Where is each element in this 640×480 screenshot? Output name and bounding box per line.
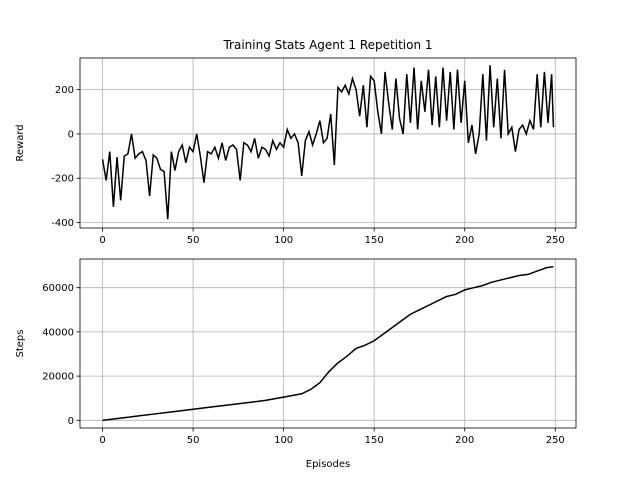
y-axis-label: Reward — [15, 124, 26, 161]
axes: 0 50 100 150 200 250 -400 -200 0 200 Training Stat… — [15, 38, 577, 246]
data-line — [101, 65, 555, 220]
x-tick-label: 250 — [546, 435, 565, 446]
x-tick-label: 200 — [455, 435, 474, 446]
x-tick-label: 100 — [274, 235, 293, 246]
x-tick-label: 250 — [546, 235, 565, 246]
axes-frame — [79, 57, 577, 229]
x-tick-label: 150 — [365, 435, 384, 446]
x-tick-label: 0 — [99, 435, 105, 446]
y-tick-label: 200 — [55, 85, 74, 96]
y-axis-label: Steps — [15, 330, 26, 358]
axes-frame — [79, 258, 577, 429]
x-tick-label: 0 — [99, 235, 105, 246]
x-tick-label: 200 — [455, 235, 474, 246]
y-tick-label: 20000 — [42, 372, 74, 383]
axes: 0 50 100 150 200 250 0 20000 40000 60000 Steps Epis… — [15, 258, 577, 470]
y-tick-label: 40000 — [42, 327, 74, 338]
y-tick-label: 60000 — [42, 283, 74, 294]
x-tick-label: 150 — [365, 235, 384, 246]
x-tick-label: 50 — [187, 435, 200, 446]
chart-title: Training Stats Agent 1 Repetition 1 — [222, 38, 432, 52]
y-tick-label: 0 — [68, 129, 74, 140]
x-axis-label: Episodes — [306, 459, 350, 470]
x-tick-label: 50 — [187, 235, 200, 246]
y-tick-label: 0 — [68, 416, 74, 427]
x-tick-label: 100 — [274, 435, 293, 446]
data-line — [102, 265, 554, 422]
y-tick-label: -200 — [51, 174, 74, 185]
y-tick-label: -400 — [51, 218, 74, 229]
